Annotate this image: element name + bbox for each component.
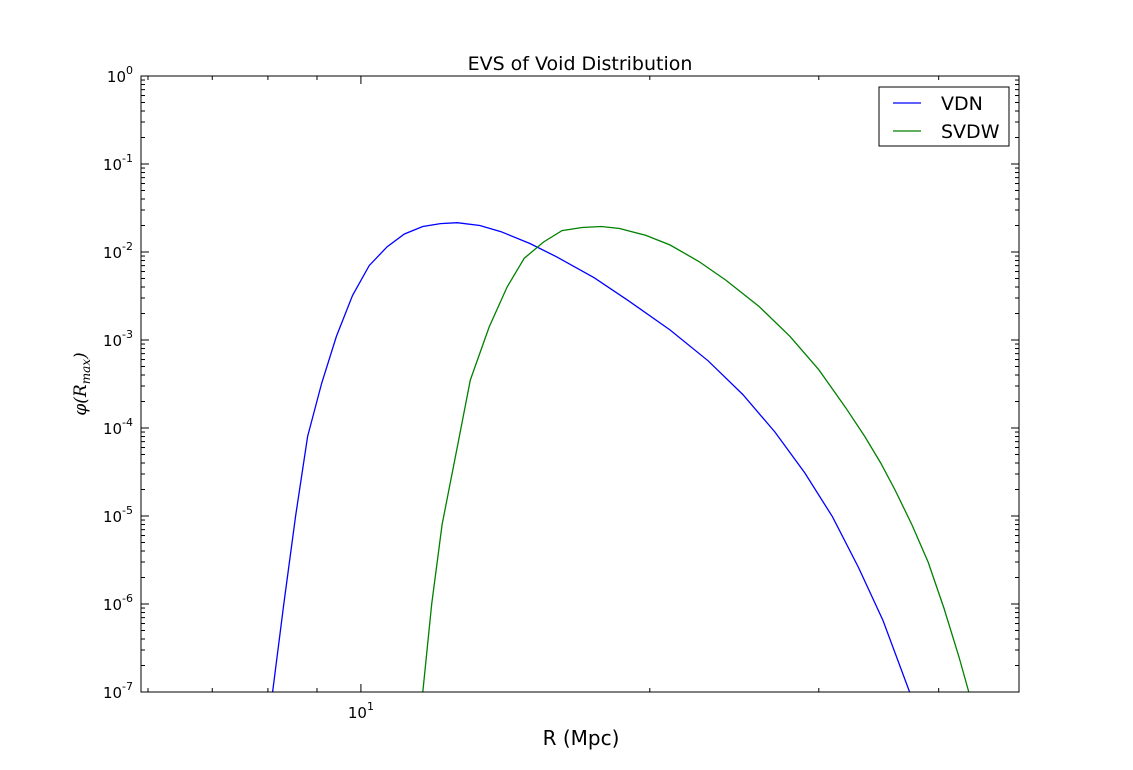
y-tick-label: 10-7: [103, 680, 133, 702]
legend-label-svdw: SVDW: [941, 121, 1000, 143]
legend-label-vdn: VDN: [941, 93, 983, 115]
chart-title: EVS of Void Distribution: [468, 53, 693, 75]
x-axis-label: R (Mpc): [543, 726, 620, 750]
y-tick-label: 10-2: [103, 240, 133, 262]
x-tick-label: 101: [348, 700, 374, 722]
y-tick-label: 100: [107, 64, 133, 86]
y-axis-label-sub: max: [79, 359, 93, 385]
series-line-vdn: [271, 222, 911, 692]
y-tick-label: 10-6: [103, 592, 133, 614]
series-line-svdw: [422, 225, 970, 692]
legend: VDN SVDW: [878, 86, 1010, 147]
tick-layer: 100 10-1 10-2 10-3 10-4 10-5 10-6 10-7 101: [103, 64, 1019, 722]
y-tick-label: 10-5: [103, 504, 133, 526]
y-axis-label-main: φ(R: [71, 384, 91, 416]
legend-box: [878, 86, 1010, 147]
plot-frame: [140, 75, 1020, 693]
y-tick-label: 10-3: [103, 328, 133, 350]
y-axis-label-close: ): [71, 352, 91, 360]
y-axis-label: φ(Rmax): [71, 352, 93, 415]
series-layer: [271, 222, 970, 692]
y-tick-label: 10-4: [103, 416, 133, 438]
y-tick-label: 10-1: [103, 152, 133, 174]
